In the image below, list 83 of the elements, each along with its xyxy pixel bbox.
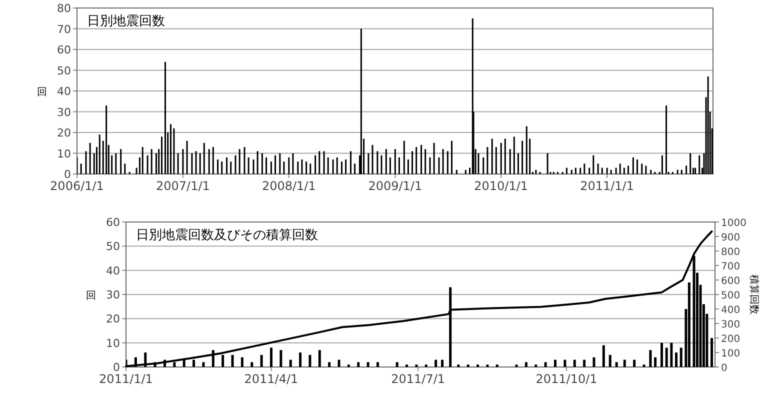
bar bbox=[680, 348, 682, 367]
text: 日別地震回数 bbox=[87, 14, 165, 29]
y-tick-label: 60 bbox=[57, 44, 71, 56]
bar bbox=[665, 348, 668, 367]
x-tick-label: 2006/1/1 bbox=[50, 179, 104, 193]
x-tick-label: 2011/7/1 bbox=[391, 372, 446, 386]
y-axis-title: 回 bbox=[37, 87, 47, 98]
y-tick-label: 10 bbox=[57, 147, 71, 160]
y2-tick-label: 700 bbox=[721, 262, 740, 272]
x-tick-label: 2009/1/1 bbox=[368, 179, 422, 193]
bar bbox=[573, 360, 576, 367]
x-tick-label: 2008/1/1 bbox=[262, 179, 316, 193]
x-tick-label: 2011/1/1 bbox=[580, 179, 634, 193]
bar bbox=[583, 360, 586, 367]
y-tick-label: 30 bbox=[57, 106, 71, 119]
bar bbox=[660, 342, 663, 367]
bar bbox=[615, 362, 618, 367]
bar bbox=[318, 350, 321, 367]
bar bbox=[357, 362, 360, 367]
y-axis-title: 回 bbox=[86, 290, 96, 302]
y-tick-label: 0 bbox=[64, 168, 71, 181]
y-tick-label: 20 bbox=[106, 312, 120, 326]
bar bbox=[649, 350, 652, 367]
bar bbox=[544, 362, 547, 367]
y-tick-label: 50 bbox=[106, 240, 120, 254]
y2-axis-title: 積算回数 bbox=[748, 274, 760, 314]
bar bbox=[250, 362, 254, 367]
bar bbox=[231, 354, 234, 367]
x-tick-label: 2010/1/1 bbox=[474, 179, 528, 193]
bar bbox=[554, 360, 556, 367]
bar bbox=[710, 338, 714, 367]
y2-tick-label: 900 bbox=[721, 232, 740, 244]
y2-tick-label: 0 bbox=[721, 363, 728, 374]
bar bbox=[654, 357, 657, 367]
y-tick-label: 30 bbox=[106, 288, 120, 302]
y-tick-label: 80 bbox=[57, 2, 71, 15]
bar bbox=[602, 345, 605, 367]
x-tick-label: 2011/10/1 bbox=[536, 372, 598, 386]
y2-tick-label: 800 bbox=[721, 247, 740, 258]
y-tick-label: 40 bbox=[57, 85, 71, 98]
line-series bbox=[125, 230, 713, 368]
bar bbox=[299, 352, 302, 367]
bar bbox=[434, 360, 438, 367]
bar bbox=[524, 362, 528, 367]
bar bbox=[670, 342, 673, 367]
x-tick-label: 2011/4/1 bbox=[244, 372, 298, 386]
bar bbox=[675, 352, 678, 367]
text: 日別地震回数及びその積算回数 bbox=[136, 228, 318, 243]
y2-tick-label: 600 bbox=[721, 276, 740, 287]
y2-tick-label: 400 bbox=[721, 305, 740, 316]
bar bbox=[270, 348, 272, 367]
y-tick-label: 70 bbox=[57, 22, 71, 36]
bar bbox=[564, 360, 566, 367]
bar bbox=[240, 357, 244, 367]
x-tick-label: 2011/1/1 bbox=[99, 372, 153, 386]
y2-tick-label: 500 bbox=[721, 290, 740, 302]
y-tick-label: 40 bbox=[106, 264, 120, 278]
y-tick-label: 10 bbox=[106, 336, 120, 350]
bar bbox=[396, 362, 398, 367]
bar bbox=[202, 362, 205, 367]
y-tick-label: 60 bbox=[106, 216, 120, 229]
y2-tick-label: 300 bbox=[721, 320, 740, 330]
bar bbox=[338, 360, 340, 367]
y-tick-label: 0 bbox=[113, 361, 120, 374]
bar bbox=[608, 354, 612, 367]
y2-tick-label: 100 bbox=[721, 348, 740, 360]
bar bbox=[289, 360, 292, 367]
bar bbox=[308, 354, 312, 367]
y2-tick-label: 200 bbox=[721, 334, 740, 345]
bar bbox=[328, 362, 331, 367]
bar bbox=[280, 350, 282, 367]
y-tick-label: 50 bbox=[57, 64, 71, 78]
bar bbox=[633, 360, 636, 367]
bar bbox=[623, 360, 626, 367]
bar bbox=[688, 282, 690, 367]
y-tick-label: 20 bbox=[57, 126, 71, 140]
bar bbox=[376, 362, 379, 367]
y2-tick-label: 1000 bbox=[721, 218, 746, 229]
bar bbox=[366, 362, 370, 367]
bar bbox=[260, 354, 263, 367]
x-tick-label: 2007/1/1 bbox=[156, 179, 210, 193]
bar bbox=[441, 360, 444, 367]
bar bbox=[592, 357, 596, 367]
